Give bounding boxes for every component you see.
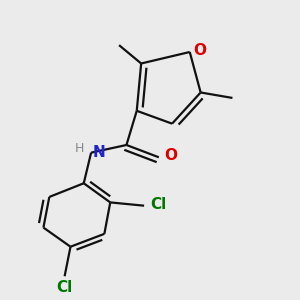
- Text: H: H: [74, 142, 84, 155]
- Text: Cl: Cl: [56, 280, 73, 296]
- Text: N: N: [93, 145, 105, 160]
- Text: O: O: [165, 148, 178, 164]
- Text: Cl: Cl: [150, 197, 166, 212]
- Text: O: O: [194, 43, 207, 58]
